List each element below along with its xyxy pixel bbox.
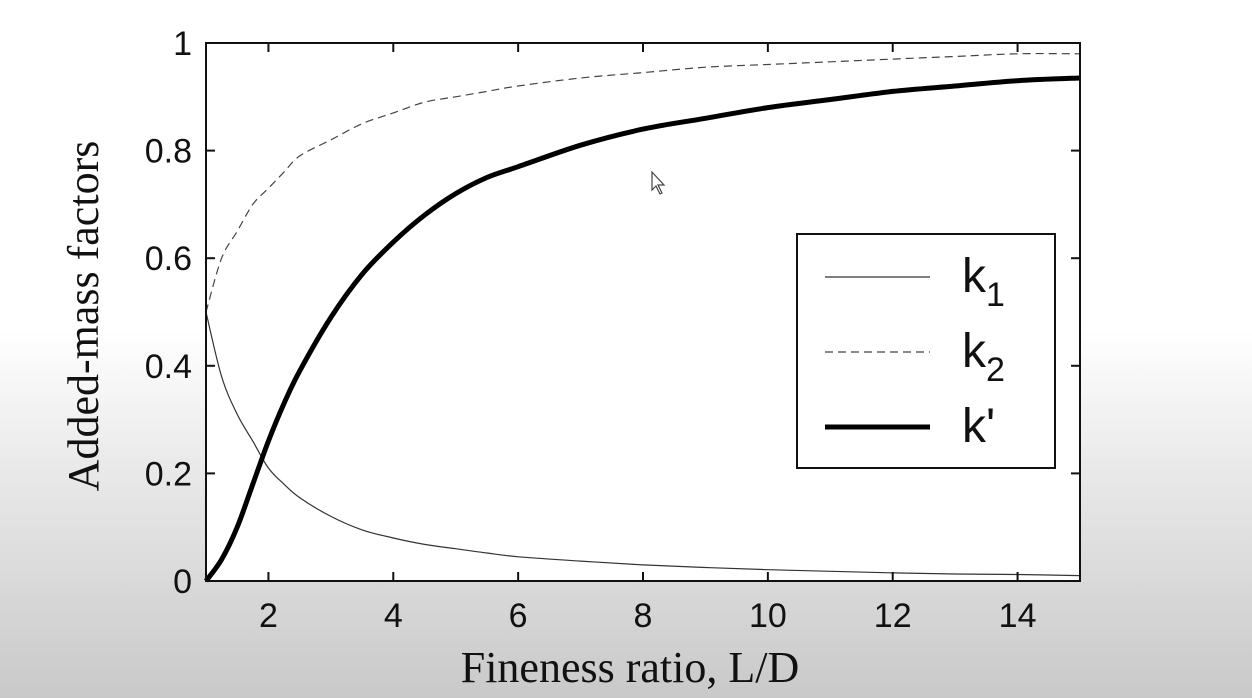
series-line-2 bbox=[205, 52, 1081, 313]
mouse-cursor-icon bbox=[651, 170, 666, 195]
y-tick-label: 1 bbox=[173, 25, 192, 63]
legend-box bbox=[796, 233, 1056, 469]
legend-label-1: k1 bbox=[962, 250, 1005, 314]
x-axis-title: Fineness ratio, L/D bbox=[461, 643, 800, 692]
x-tick-label: 2 bbox=[259, 597, 278, 635]
y-tick-label: 0.2 bbox=[145, 455, 192, 493]
x-tick-label: 6 bbox=[509, 597, 528, 635]
x-tick-label: 10 bbox=[749, 597, 787, 635]
x-tick-label: 8 bbox=[634, 597, 653, 635]
x-tick-label: 4 bbox=[384, 597, 403, 635]
y-tick-label: 0 bbox=[173, 563, 192, 601]
tick-layer: 2 4 6 8 10 12 14 0 0.2 0.4 0.6 0.8 1 bbox=[145, 25, 1080, 635]
y-tick-label: 0.6 bbox=[145, 240, 192, 278]
y-tick-label: 0.4 bbox=[145, 348, 192, 386]
legend: k1 k2 k' bbox=[796, 233, 1056, 469]
series-line-3 bbox=[203, 75, 1081, 583]
legend-label-3: k' bbox=[962, 400, 995, 453]
x-tick-label: 12 bbox=[874, 597, 912, 635]
x-tick-label: 14 bbox=[999, 597, 1037, 635]
y-tick-label: 0.8 bbox=[145, 133, 192, 171]
y-axis-title: Added-mass factors bbox=[59, 141, 108, 492]
series-layer bbox=[203, 52, 1081, 583]
legend-label-2: k2 bbox=[962, 325, 1005, 389]
